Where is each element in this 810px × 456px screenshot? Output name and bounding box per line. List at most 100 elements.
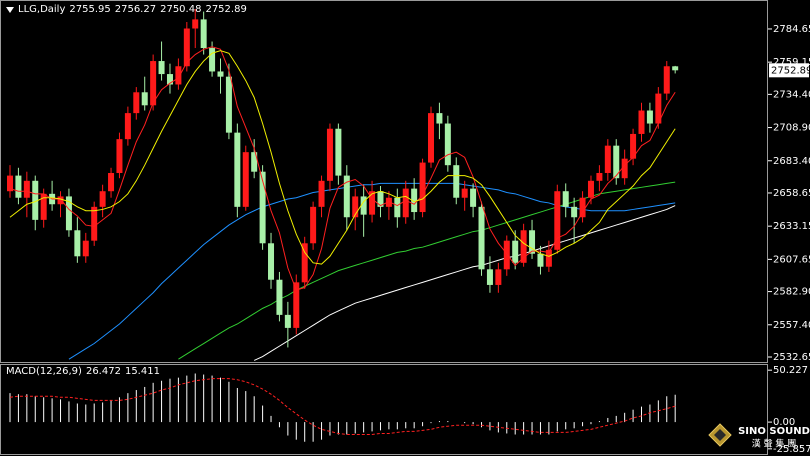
candle-body — [621, 158, 628, 179]
price-label-box — [769, 63, 809, 78]
candle-body — [301, 243, 308, 283]
watermark-subtitle: 漢 聲 集 團 — [752, 438, 797, 450]
candle-body — [310, 206, 317, 244]
candle-body — [335, 128, 342, 176]
watermark-logo — [708, 423, 732, 447]
candle-body — [453, 165, 460, 198]
y-tick-label: 2532.65 — [773, 352, 810, 363]
macd-header: MACD(12,26,9) 26.472 15.411 — [6, 366, 160, 377]
candle-body — [293, 282, 300, 328]
candle-body — [377, 191, 384, 207]
ma-line — [9, 46, 676, 291]
chart-header: LLG,Daily 2755.95 2756.27 2750.48 2752.89 — [6, 4, 247, 15]
candle-body — [436, 113, 443, 124]
candle-body — [529, 230, 536, 254]
candle-body — [554, 191, 561, 250]
y-tick-label: 2708.90 — [773, 123, 810, 134]
watermark-title: SINO SOUND — [738, 426, 810, 437]
candle-body — [369, 191, 376, 215]
candle-body — [512, 240, 519, 263]
candle-body — [663, 66, 670, 94]
candle-body — [251, 152, 258, 172]
candle-body — [209, 48, 216, 72]
price-label: 2752.89 — [771, 65, 810, 76]
candle-body — [470, 188, 477, 207]
candle-body — [604, 145, 611, 173]
candle-body — [630, 133, 637, 159]
candle-body — [613, 145, 620, 179]
candle-body — [183, 28, 190, 67]
candle-body — [150, 61, 157, 106]
ma-line — [253, 205, 676, 361]
candle-body — [646, 110, 653, 124]
axes: 2784.65 2759.15 2734.40 2708.90 2683.40 2658.… — [768, 24, 810, 455]
candle-body — [259, 171, 266, 244]
candle-body — [65, 196, 72, 231]
signal-value: 15.411 — [124, 366, 160, 377]
candle-body — [444, 123, 451, 166]
ma-line — [9, 50, 676, 265]
candle-body — [638, 110, 645, 134]
candle-body — [23, 180, 30, 198]
ohlc-low: 2750.48 — [160, 4, 202, 15]
macd-value: 26.472 — [85, 366, 121, 377]
y-tick-label: 2784.65 — [773, 24, 810, 35]
candle-body — [133, 92, 140, 114]
macd-title: MACD(12,26,9) — [6, 366, 82, 377]
y-tick-label: 2759.15 — [773, 57, 810, 68]
y-tick-label: 2582.90 — [773, 287, 810, 298]
candle-body — [15, 175, 22, 198]
main-panel-border — [0, 0, 768, 363]
candle-body — [503, 240, 510, 270]
candle-body — [217, 71, 224, 77]
candle-body — [545, 249, 552, 267]
candle-body — [537, 253, 544, 267]
candle-body — [40, 193, 47, 220]
candle-body — [428, 113, 434, 163]
candle-body — [91, 206, 98, 241]
y-tick-label: 0.00 — [773, 417, 795, 428]
candle-body — [360, 196, 367, 215]
candle-body — [116, 139, 123, 173]
candle-body — [571, 206, 578, 218]
ohlc-open: 2755.95 — [69, 4, 111, 15]
y-tick-label: 2607.65 — [773, 254, 810, 265]
y-tick-label: 2734.40 — [773, 89, 810, 100]
ohlc-high: 2756.27 — [114, 4, 157, 15]
candle-body — [318, 180, 325, 207]
candle-body — [99, 191, 106, 207]
y-tick-label: 2557.40 — [773, 320, 810, 331]
candle-body — [672, 66, 679, 71]
candle-body — [385, 197, 392, 207]
macd-plot — [9, 373, 676, 442]
ohlc-close: 2752.89 — [205, 4, 247, 15]
candle-body — [108, 172, 115, 192]
candle-body — [343, 175, 350, 218]
candle-body — [495, 269, 502, 285]
candle-body — [141, 92, 148, 106]
candle-body — [655, 93, 662, 124]
candle-body — [82, 240, 89, 257]
candle-body — [352, 196, 359, 218]
candle-body — [284, 314, 291, 328]
candle-body — [74, 230, 81, 257]
candle-body — [268, 243, 275, 280]
candle-body — [234, 132, 241, 207]
candle-body — [7, 175, 13, 192]
candle-body — [587, 180, 594, 198]
candle-body — [520, 230, 527, 263]
macd-panel-border — [0, 364, 768, 455]
candle-body — [242, 152, 249, 207]
candle-body — [411, 188, 418, 213]
candle-body — [192, 19, 199, 29]
candle-body — [326, 128, 333, 181]
y-tick-label: 2658.65 — [773, 188, 810, 199]
y-tick-label: 2683.40 — [773, 156, 810, 167]
candle-body — [478, 206, 485, 270]
candle-body — [402, 188, 409, 218]
candle-body — [225, 76, 232, 133]
candle-body — [579, 197, 586, 218]
ma-line — [178, 181, 676, 360]
candle-body — [175, 66, 182, 85]
candle-body — [57, 196, 64, 205]
